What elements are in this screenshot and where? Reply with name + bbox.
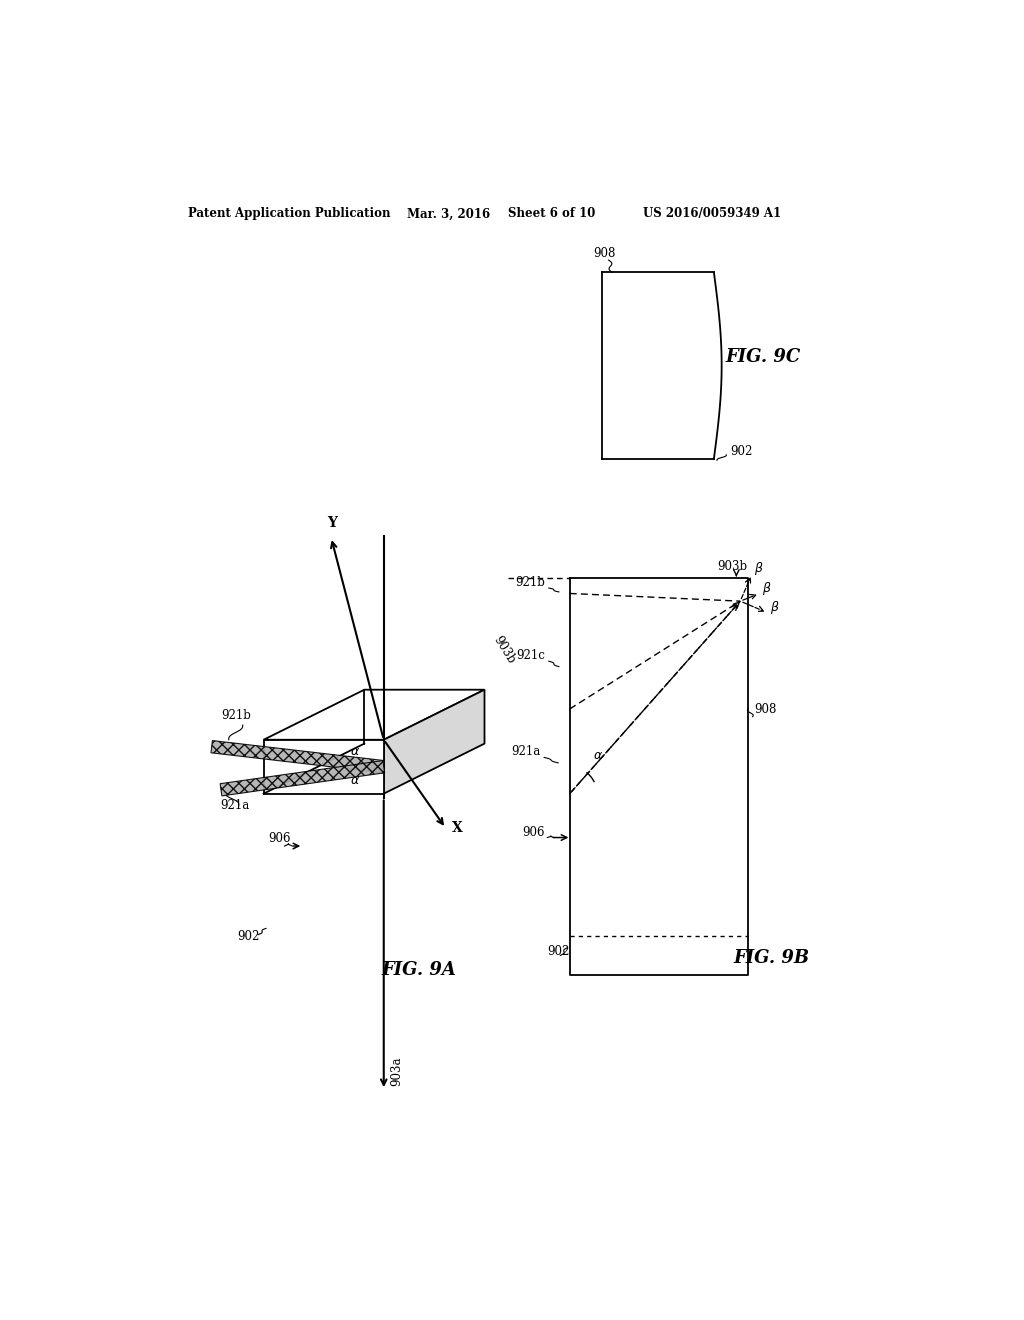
Text: Y: Y [328,516,337,531]
Text: FIG. 9A: FIG. 9A [381,961,456,978]
Text: 921a: 921a [220,799,250,812]
Polygon shape [384,689,484,793]
Text: 903b: 903b [490,634,518,665]
Text: 921a: 921a [511,746,541,758]
Text: $\alpha$: $\alpha$ [349,746,359,758]
Polygon shape [220,760,385,796]
Text: 921b: 921b [515,576,545,589]
Text: Patent Application Publication: Patent Application Publication [188,207,391,220]
Text: 906: 906 [522,826,545,840]
Text: $\beta$: $\beta$ [755,560,764,577]
Text: 902: 902 [730,445,753,458]
Text: US 2016/0059349 A1: US 2016/0059349 A1 [643,207,781,220]
Text: 921c: 921c [516,649,545,661]
Text: Mar. 3, 2016: Mar. 3, 2016 [407,207,490,220]
Text: $\beta$: $\beta$ [770,599,779,616]
Text: X: X [452,821,463,836]
Text: $\alpha$: $\alpha$ [593,748,603,762]
Text: 906: 906 [268,832,291,845]
Text: 903b: 903b [718,561,748,573]
Text: 902: 902 [547,945,569,958]
Text: $\alpha$: $\alpha$ [349,774,359,787]
Text: FIG. 9B: FIG. 9B [733,949,809,968]
Polygon shape [211,741,384,772]
Polygon shape [263,689,484,739]
Text: Sheet 6 of 10: Sheet 6 of 10 [508,207,595,220]
Text: FIG. 9C: FIG. 9C [726,348,801,367]
Text: 908: 908 [755,702,776,715]
Polygon shape [263,739,384,793]
Text: 908: 908 [594,247,615,260]
Text: 903a: 903a [390,1056,403,1085]
Text: 902: 902 [237,931,259,942]
Text: $\beta$: $\beta$ [762,579,771,597]
Text: 921b: 921b [221,709,252,722]
